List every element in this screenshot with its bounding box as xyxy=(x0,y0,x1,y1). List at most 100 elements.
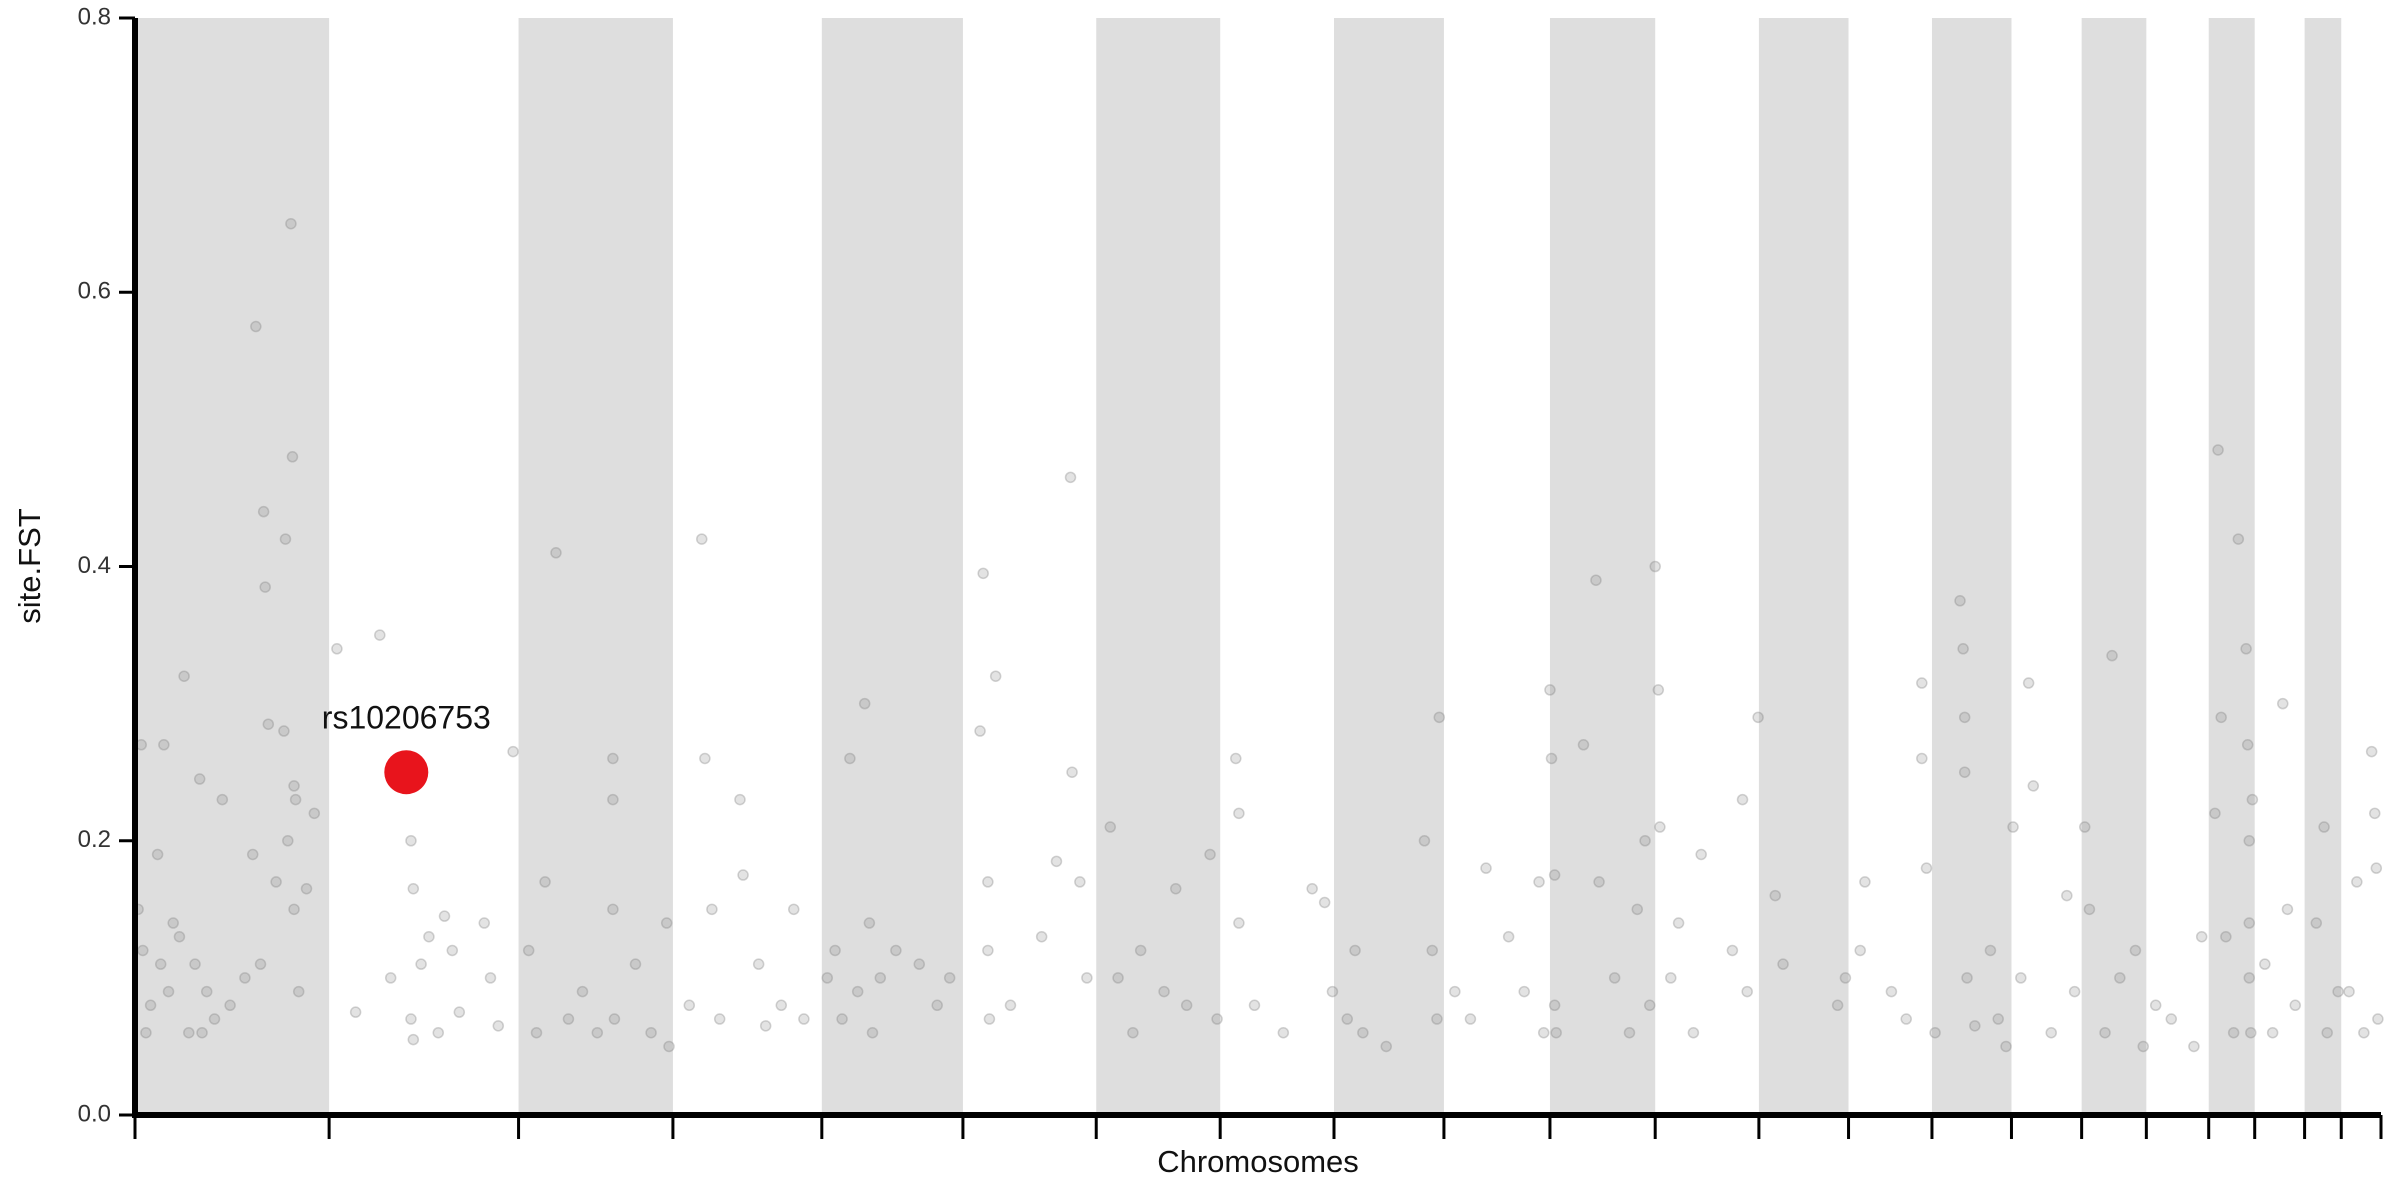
point xyxy=(683,999,696,1012)
point xyxy=(2027,780,2040,792)
point xyxy=(844,752,856,765)
point xyxy=(331,643,343,655)
point xyxy=(752,958,765,970)
point xyxy=(821,972,834,984)
point xyxy=(286,451,299,463)
point xyxy=(863,917,876,929)
point-annotation: rs10206753 xyxy=(322,700,491,736)
chromosome-band xyxy=(2304,18,2342,1115)
point xyxy=(1885,985,1898,998)
point xyxy=(1004,999,1017,1012)
point xyxy=(836,1013,848,1025)
point xyxy=(1954,595,1966,607)
point xyxy=(1418,835,1431,847)
point xyxy=(1326,985,1339,998)
point xyxy=(278,725,290,737)
point xyxy=(374,629,386,641)
point xyxy=(507,745,519,758)
point xyxy=(2243,917,2255,929)
point xyxy=(1158,985,1170,998)
point xyxy=(259,581,271,593)
point xyxy=(1449,985,1461,998)
point xyxy=(1548,869,1561,881)
point xyxy=(2372,1013,2384,1025)
point xyxy=(1170,882,1182,895)
point xyxy=(2045,1026,2057,1039)
point xyxy=(1777,958,1789,970)
point xyxy=(250,320,262,333)
point xyxy=(829,944,841,957)
point xyxy=(300,882,313,895)
point xyxy=(2241,739,2254,751)
point xyxy=(1548,999,1561,1012)
point xyxy=(1426,944,1438,957)
point xyxy=(734,793,746,806)
point xyxy=(660,917,673,929)
point xyxy=(2149,999,2162,1012)
point xyxy=(798,1013,810,1025)
point xyxy=(1752,711,1764,724)
point xyxy=(1104,821,1117,833)
point xyxy=(1064,471,1077,484)
chromosome-band xyxy=(1549,18,1656,1115)
point xyxy=(1672,917,1685,929)
point xyxy=(1502,930,1515,943)
point xyxy=(2259,958,2271,970)
point xyxy=(1349,944,1361,957)
point xyxy=(173,930,186,943)
point xyxy=(2369,807,2381,820)
axes: 0.0 0.2 0.4 0.6 0.8 xyxy=(78,3,2383,1139)
point xyxy=(1577,739,1590,751)
point xyxy=(1550,1026,1562,1039)
point xyxy=(931,999,943,1012)
point xyxy=(1050,855,1063,868)
point xyxy=(405,835,417,847)
point xyxy=(2243,835,2255,847)
point xyxy=(591,1026,604,1039)
point xyxy=(608,1013,621,1025)
point xyxy=(1831,999,1844,1012)
point xyxy=(1961,972,1973,984)
point xyxy=(208,1013,221,1025)
point xyxy=(2165,1013,2178,1025)
chromosome-band xyxy=(135,18,330,1115)
point xyxy=(1464,1013,1477,1025)
point xyxy=(607,752,619,765)
point xyxy=(1248,999,1261,1012)
point xyxy=(2015,972,2027,984)
point xyxy=(2321,1026,2333,1039)
point xyxy=(246,848,259,861)
point xyxy=(2277,697,2289,710)
point xyxy=(1929,1026,1941,1039)
point xyxy=(696,533,708,545)
point xyxy=(607,903,619,916)
point xyxy=(1341,1013,1354,1025)
point xyxy=(1726,944,1739,957)
y-tick-label: 0.4 xyxy=(78,552,111,579)
highlight-point xyxy=(384,750,429,795)
x-axis-title: Chromosomes xyxy=(1157,1144,1359,1179)
point xyxy=(2266,1026,2279,1039)
point xyxy=(977,567,989,580)
y-tick-label: 0.2 xyxy=(78,826,111,853)
point xyxy=(446,944,459,957)
point xyxy=(2209,807,2221,820)
point xyxy=(1654,821,1666,833)
chromosome-band xyxy=(1334,18,1444,1115)
point xyxy=(162,985,175,998)
point xyxy=(349,1006,362,1018)
point xyxy=(858,697,871,710)
point xyxy=(1035,930,1048,943)
point xyxy=(1623,1026,1636,1039)
point xyxy=(2245,1026,2257,1039)
point xyxy=(982,876,994,888)
point xyxy=(288,780,300,792)
point xyxy=(1643,999,1656,1012)
point xyxy=(285,217,297,230)
point xyxy=(1916,677,1928,689)
point xyxy=(2099,1026,2111,1039)
point xyxy=(1066,766,1078,778)
y-tick-label: 0.8 xyxy=(78,3,111,30)
point xyxy=(1958,711,1971,724)
point xyxy=(1593,876,1605,888)
